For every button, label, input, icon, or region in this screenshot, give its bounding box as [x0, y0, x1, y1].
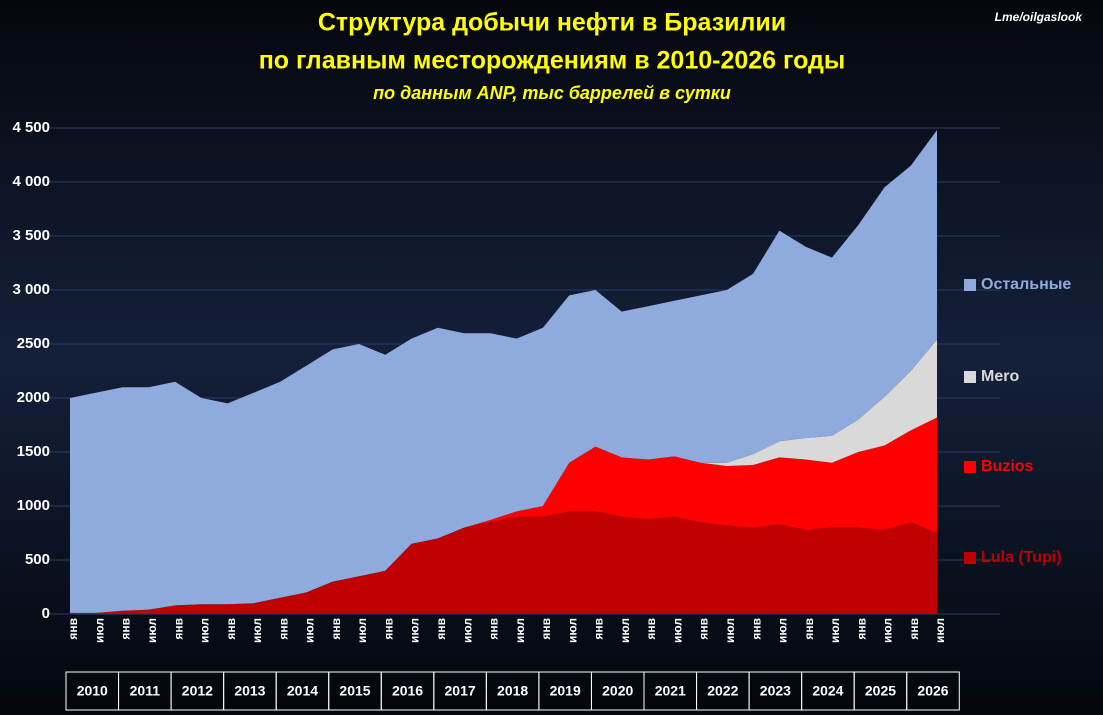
- chart-title: Структура добычи нефти в Бразилии: [318, 9, 786, 37]
- watermark: Lme/oilgaslook: [995, 10, 1084, 24]
- x-tick-label: янв: [119, 618, 133, 640]
- year-label: 2023: [760, 683, 791, 699]
- x-tick-label: янв: [276, 618, 290, 640]
- year-label: 2017: [445, 683, 476, 699]
- y-tick-label: 2000: [17, 389, 50, 406]
- year-label: 2020: [602, 683, 633, 699]
- x-tick-label: янв: [381, 618, 395, 640]
- year-label: 2011: [130, 683, 161, 699]
- x-tick-label: июл: [92, 618, 106, 643]
- x-tick-label: июл: [776, 618, 790, 643]
- x-tick-label: июл: [828, 618, 842, 643]
- x-tick-label: июл: [933, 618, 947, 643]
- legend-label: Mero: [981, 368, 1019, 385]
- year-label: 2016: [392, 683, 423, 699]
- year-label: 2026: [917, 683, 948, 699]
- legend-swatch: [964, 552, 976, 564]
- legend-label: Buzios: [981, 458, 1034, 475]
- x-tick-label: янв: [907, 618, 921, 640]
- area: [70, 417, 937, 613]
- year-label: 2018: [497, 683, 528, 699]
- year-label: 2019: [550, 683, 581, 699]
- x-tick-label: янв: [644, 618, 658, 640]
- x-tick-label: июл: [723, 618, 737, 643]
- legend-label: Остальные: [981, 276, 1071, 293]
- y-tick-label: 1500: [17, 443, 50, 460]
- x-tick-label: июл: [355, 618, 369, 643]
- x-tick-label: июл: [670, 618, 684, 643]
- y-tick-label: 3 500: [12, 227, 50, 244]
- year-label: 2025: [865, 683, 896, 699]
- x-tick-label: июл: [513, 618, 527, 643]
- x-tick-label: янв: [539, 618, 553, 640]
- x-tick-label: июл: [618, 618, 632, 643]
- x-tick-label: янв: [802, 618, 816, 640]
- year-label: 2010: [77, 683, 108, 699]
- x-tick-label: янв: [592, 618, 606, 640]
- year-label: 2022: [707, 683, 738, 699]
- x-tick-label: янв: [697, 618, 711, 640]
- legend-swatch: [964, 279, 976, 291]
- x-tick-label: июл: [565, 618, 579, 643]
- x-tick-label: янв: [434, 618, 448, 640]
- year-label: 2013: [234, 683, 265, 699]
- year-label: 2014: [287, 683, 318, 699]
- y-tick-label: 4 500: [12, 119, 50, 136]
- x-tick-label: июл: [303, 618, 317, 643]
- x-tick-label: июл: [460, 618, 474, 643]
- x-tick-label: янв: [329, 618, 343, 640]
- y-tick-label: 3 000: [12, 281, 50, 298]
- x-tick-label: июл: [408, 618, 422, 643]
- year-label: 2015: [339, 683, 370, 699]
- area: [70, 511, 937, 614]
- x-tick-label: янв: [749, 618, 763, 640]
- x-tick-label: янв: [224, 618, 238, 640]
- x-tick-label: июл: [198, 618, 212, 643]
- area: [70, 130, 937, 613]
- year-label: 2012: [182, 683, 213, 699]
- x-tick-label: июл: [250, 618, 264, 643]
- y-tick-label: 2500: [17, 335, 50, 352]
- x-tick-label: янв: [487, 618, 501, 640]
- x-tick-label: июл: [145, 618, 159, 643]
- year-box: [906, 671, 960, 711]
- legend-swatch: [964, 371, 976, 383]
- chart-title: по главным месторождениям в 2010-2026 го…: [259, 47, 846, 75]
- x-tick-label: янв: [171, 618, 185, 640]
- y-tick-label: 0: [42, 605, 50, 622]
- y-tick-label: 500: [25, 551, 50, 568]
- year-label: 2024: [812, 683, 843, 699]
- year-label: 2021: [655, 683, 686, 699]
- x-tick-label: янв: [854, 618, 868, 640]
- legend-swatch: [964, 461, 976, 473]
- y-tick-label: 1000: [17, 497, 50, 514]
- legend-label: Lula (Tupi): [981, 549, 1062, 566]
- chart-subtitle: по данным ANP, тыс баррелей в сутки: [373, 83, 731, 103]
- x-tick-label: июл: [881, 618, 895, 643]
- y-tick-label: 4 000: [12, 173, 50, 190]
- x-tick-label: янв: [66, 618, 80, 640]
